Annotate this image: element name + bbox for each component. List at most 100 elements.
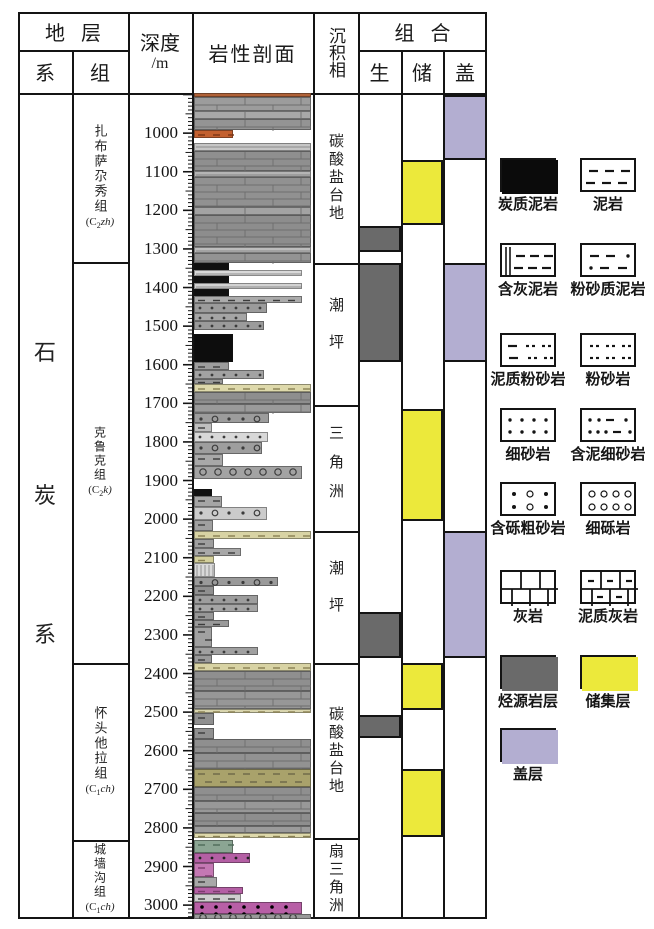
bed-pattern [198,458,220,460]
legend-label-pebbly-coarse-sandstone: 含砾粗砂岩 [490,521,566,537]
grid-vline-4 [358,12,360,919]
bed-pattern [198,844,234,854]
facies-cell-5: 扇三角洲 [315,838,356,919]
depth-label-1900: 1900 [144,471,178,490]
lithology-bed [194,531,311,539]
legend-swatch-cap-rock [500,728,558,764]
lithology-bed [194,143,311,152]
depth-label-1600: 1600 [144,355,178,374]
bed-pattern [198,598,250,602]
legend-label-muddy-fine-sandstone: 含泥细砂岩 [570,447,646,463]
formation-code-part: (C [88,484,100,497]
formation-divider-1 [72,663,128,665]
header-source: 生 [369,63,390,85]
bed-pattern [198,890,235,893]
cap-block-1 [443,263,487,362]
legend-pattern-silty-mudstone [589,254,630,270]
legend-label-reservoir-bed: 储集层 [585,694,631,710]
legend-pattern-siltstone [590,344,631,360]
lithology-bed [194,253,311,265]
header-cap: 盖 [455,63,475,85]
lithology-bed [194,130,234,139]
facies-cell-4: 碳酸盐台地 [315,663,356,838]
legend-swatch-source-rock [500,655,558,691]
lithology-bed [194,738,311,754]
lithology-bed [194,709,311,713]
lithology-bed [194,441,262,454]
header-combo: 组合 [394,22,467,45]
legend-pattern-muddy-fine-sandstone [588,418,632,434]
legend-label-mudstone: 泥岩 [592,197,623,213]
depth-label-2300: 2300 [144,625,178,644]
bed-pattern [198,306,262,310]
bed-pattern [195,178,311,209]
legend-pattern-source-rock [502,657,558,691]
lithology-bed [194,496,223,507]
bed-pattern [198,316,238,320]
legend-swatch-muddy-siltstone [500,333,556,367]
header-reservoir: 储 [412,63,432,85]
lithology-track [194,93,311,919]
lithology-bed [194,413,269,423]
grid-vline-3 [313,12,315,919]
depth-ruler [128,93,192,919]
grid-vline-2 [192,12,194,919]
bed-pattern [198,835,310,838]
facies-label: 碳酸盐台地 [327,705,343,796]
legend-swatch-muddy-limestone [580,570,638,606]
depth-label-2000: 2000 [144,509,178,528]
lithology-bed [194,384,311,393]
bed-pattern [199,509,261,517]
facies-divider-2 [313,531,358,533]
grid-hline-0 [18,50,128,52]
legend-label-limestone: 灰岩 [512,609,543,625]
lithology-bed [194,663,311,671]
legend-pattern-fine-conglomerate [588,490,632,511]
bed-pattern [198,427,205,429]
lithology-bed [194,111,311,121]
legend-swatch-mudstone [580,158,636,192]
reservoir-block-1 [401,409,443,521]
formation-code-part: zh) [100,216,115,229]
lithology-bed [194,453,224,466]
legend-label-carb-mudstone: 炭质泥岩 [497,197,558,213]
header-facies: 沉积相 [326,27,345,78]
legend-pattern-limestone [502,572,558,606]
bed-pattern [198,717,205,719]
lithology-bed [194,825,311,834]
bed-pattern [198,856,250,860]
bed-pattern [195,671,311,692]
legend-pattern-pebbly-coarse-sandstone [512,490,548,511]
lithology-bed [194,423,212,432]
system-char-0: 石 [33,340,56,365]
lithology-bed [194,171,311,178]
legend-pattern-muddy-siltstone [508,344,553,360]
legend-label-cap-rock: 盖层 [512,767,543,783]
formation-cell-2: 怀头他拉组 (C1ch) [74,663,126,840]
facies-divider-4 [313,838,358,840]
facies-divider-1 [313,405,358,407]
bed-pattern [199,415,261,423]
bed-pattern [198,324,262,328]
lithology-bed [194,282,302,290]
bed-pattern [195,787,311,802]
lithology-bed [194,562,216,577]
bed-pattern [198,650,250,654]
lithology-bed [194,863,214,877]
bed-pattern [198,732,205,734]
legend-label-fine-sandstone: 细砂岩 [505,447,551,463]
legend-label-source-rock: 烃源岩层 [497,694,558,710]
lithology-bed [194,655,212,664]
source-block-0 [358,226,401,252]
facies-divider-0 [313,263,358,265]
lithology-bed [194,465,302,479]
legend-pattern-muddy-limestone [582,572,638,606]
source-block-1 [358,263,401,362]
depth-label-1500: 1500 [144,316,178,335]
grid-vline-6 [443,50,445,919]
legend-pattern-limy-mudstone [505,247,553,277]
lithology-bed [194,519,213,532]
lithology-bed [194,670,311,692]
source-block-2 [358,612,401,658]
bed-pattern [198,773,310,783]
